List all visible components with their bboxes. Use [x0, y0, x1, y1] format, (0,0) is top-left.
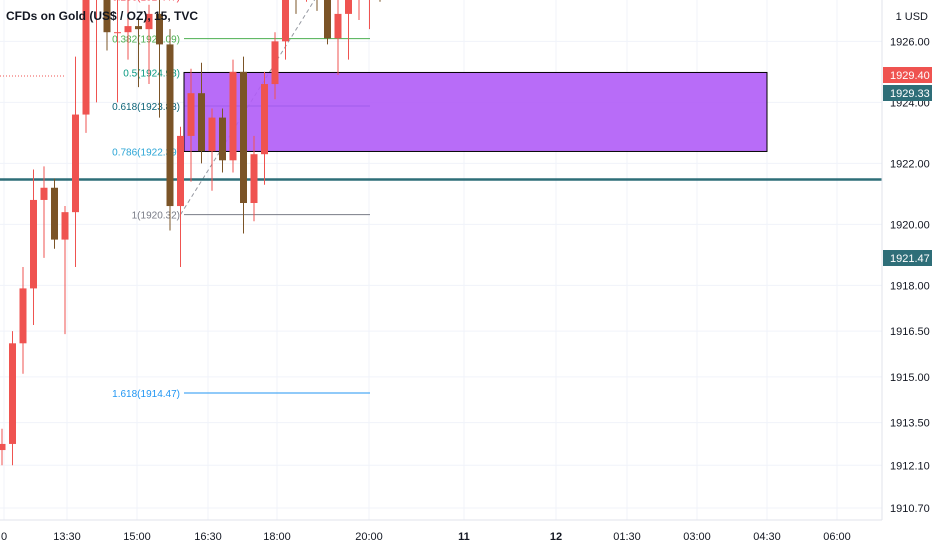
candle-body [145, 13, 153, 30]
price-tag [883, 85, 932, 101]
price-tag-value: 1929.33 [890, 88, 930, 100]
candle-body [72, 114, 79, 213]
price-tick-label: 1913.50 [890, 418, 930, 430]
candle-body [40, 187, 48, 200]
candle-body [208, 117, 216, 152]
price-tick-label: 1918.00 [890, 280, 930, 292]
price-tags: 1929.40 1929.33 1921.47 [883, 67, 932, 266]
candle-body [51, 187, 58, 240]
price-tag-value: 1929.40 [890, 70, 930, 82]
fib-level-label: 1(1920.32) [132, 211, 180, 222]
candle-body [187, 93, 195, 136]
price-tick-label: 1926.00 [890, 36, 930, 48]
candle-body [219, 117, 226, 161]
candle-body [0, 443, 6, 451]
time-tick-label: 03:00 [683, 531, 711, 543]
candle-body [177, 135, 184, 207]
time-tick-label: 04:30 [753, 531, 781, 543]
candle-body [135, 26, 142, 30]
candle-body [229, 71, 237, 161]
price-tag [883, 250, 932, 266]
candle-body [250, 154, 258, 203]
price-tick-label: 1915.00 [890, 372, 930, 384]
fib-level-label: 0.618(1923.88) [112, 102, 180, 113]
time-tick-label: 11 [458, 531, 470, 543]
time-tick-label: 06:00 [823, 531, 851, 543]
time-tick-label: 16:30 [194, 531, 222, 543]
candle-body [19, 288, 27, 344]
fib-trend-line[interactable] [180, 0, 360, 215]
price-tag-value: 1921.47 [890, 253, 930, 265]
price-tick-label: 1920.00 [890, 219, 930, 231]
price-tick-label: 1912.10 [890, 460, 930, 472]
time-axis-labels: 0 13:30 15:00 16:30 18:00 20:00 11 12 01:30 03:00… [1, 531, 851, 543]
price-tick-label: 1916.50 [890, 326, 930, 338]
time-tick-label: 01:30 [613, 531, 641, 543]
candle-body [334, 13, 342, 39]
time-tick-label: 15:00 [123, 531, 151, 543]
zone-rectangle[interactable] [183, 71, 768, 152]
price-tick-label: 1910.70 [890, 503, 930, 515]
horizontal-lines[interactable] [0, 0, 882, 181]
candle-body [124, 26, 132, 33]
candle-body [282, 0, 289, 42]
candle-body [82, 0, 90, 115]
candle-body [324, 0, 331, 39]
fib-level-label: 0.5(1924.98) [123, 68, 180, 79]
candle-body [261, 84, 268, 155]
price-tick-label: 1922.00 [890, 158, 930, 170]
fib-level-label: 1.618(1914.47) [112, 389, 180, 400]
candle-body [30, 199, 37, 289]
time-tick-label: 18:00 [263, 531, 291, 543]
candle-body [156, 13, 163, 45]
time-tick-label: 0 [1, 531, 7, 543]
time-tick-label: 12 [550, 531, 562, 543]
candle-body [240, 71, 247, 203]
fib-level-label: 0.236(1927.47) [112, 0, 180, 4]
time-tick-label: 20:00 [355, 531, 383, 543]
fib-level-label: 0.382(1926.09) [112, 35, 180, 46]
candle-body [61, 212, 69, 240]
time-tick-label: 13:30 [53, 531, 81, 543]
candle-body [198, 93, 205, 152]
candle-body [271, 41, 279, 85]
price-tag [883, 67, 932, 83]
candle-body [166, 44, 174, 207]
candle-body [9, 343, 16, 444]
candle-body [103, 0, 111, 33]
symbol-title: CFDs on Gold (US$ / OZ), 15, TVC [6, 9, 198, 23]
currency-label[interactable]: 1 USD [896, 11, 928, 23]
candles [0, 0, 381, 466]
fib-level-label: 0.786(1922.39) [112, 147, 180, 158]
grid [0, 0, 882, 520]
candle-body [114, 32, 121, 34]
supply-demand-zone[interactable] [183, 71, 768, 152]
price-axis-labels: 1930.001928.001926.001924.001922.001920.… [890, 36, 930, 515]
candle-body [345, 0, 352, 14]
